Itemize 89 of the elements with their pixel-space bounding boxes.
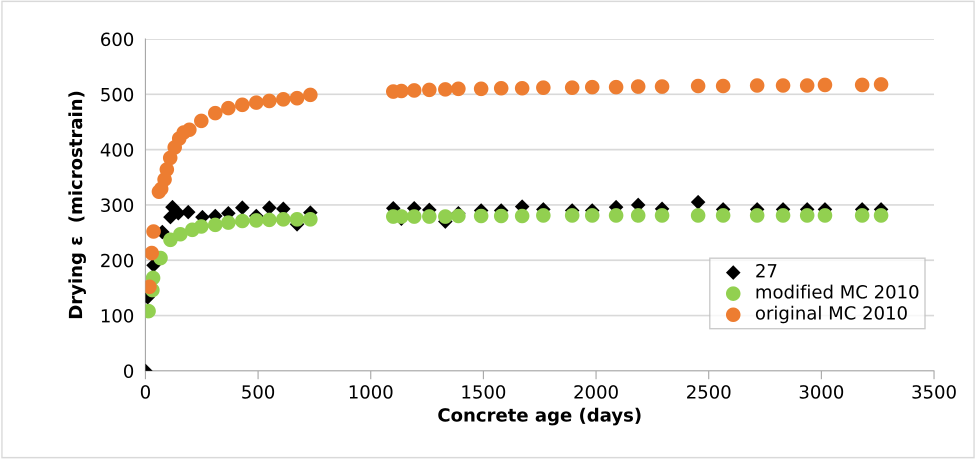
point xyxy=(221,215,236,230)
point xyxy=(145,246,160,260)
point xyxy=(262,212,277,228)
point xyxy=(690,194,706,210)
point xyxy=(654,79,670,94)
point xyxy=(422,209,437,224)
point xyxy=(874,77,888,92)
point xyxy=(874,208,888,223)
point xyxy=(716,78,730,94)
point xyxy=(800,208,814,223)
point xyxy=(182,122,197,138)
x-tick-label: 3500 xyxy=(912,385,956,399)
point xyxy=(248,95,264,110)
x-tick-label: 1000 xyxy=(350,385,393,399)
x-tick-label: 1500 xyxy=(462,385,506,399)
point xyxy=(290,90,304,106)
point xyxy=(221,100,236,116)
point xyxy=(514,208,530,224)
point xyxy=(776,208,790,223)
point xyxy=(180,204,196,220)
point xyxy=(406,83,422,98)
point xyxy=(630,208,646,223)
point xyxy=(584,208,600,223)
point xyxy=(750,78,764,93)
point xyxy=(474,82,488,96)
point xyxy=(818,208,832,223)
point xyxy=(630,79,646,94)
point xyxy=(451,208,466,224)
point xyxy=(303,212,318,227)
point xyxy=(608,80,624,94)
point xyxy=(194,114,209,128)
point xyxy=(608,208,624,223)
y-tick-label: 300 xyxy=(101,198,134,212)
y-tick-label: 100 xyxy=(102,309,134,323)
x-tick-label: 2500 xyxy=(687,385,730,399)
legend-label: modified MC 2010 xyxy=(756,284,918,299)
point xyxy=(235,98,250,112)
point xyxy=(422,82,437,98)
legend-label: original MC 2010 xyxy=(756,306,907,324)
point xyxy=(276,212,291,227)
point xyxy=(146,224,161,239)
point xyxy=(536,208,551,223)
y-tick-label: 500 xyxy=(101,88,134,102)
y-tick-label: 600 xyxy=(101,32,134,46)
point xyxy=(262,200,277,215)
point xyxy=(451,82,466,96)
y-tick-label: 400 xyxy=(100,143,134,157)
point xyxy=(235,214,250,228)
point xyxy=(262,94,277,108)
point xyxy=(160,162,174,177)
point xyxy=(750,208,764,223)
point xyxy=(494,80,508,96)
point xyxy=(406,209,422,224)
x-tick-label: 0 xyxy=(140,385,150,399)
point xyxy=(854,78,870,92)
point xyxy=(690,208,706,223)
point xyxy=(564,80,580,95)
point xyxy=(235,200,250,215)
point xyxy=(690,78,706,94)
x-tick-label: 3000 xyxy=(800,385,844,399)
point xyxy=(800,78,814,93)
point xyxy=(290,212,304,227)
point xyxy=(248,213,264,228)
legend-label: 27 xyxy=(756,264,776,278)
point xyxy=(208,218,223,232)
point xyxy=(438,82,453,97)
point xyxy=(564,208,580,223)
point xyxy=(474,208,488,224)
y-axis-title: Drying ε (microstrain) xyxy=(68,92,86,318)
y-tick-label: 0 xyxy=(124,364,134,378)
x-axis-title: Concrete age (days) xyxy=(438,408,641,426)
point xyxy=(536,80,551,95)
point xyxy=(494,208,508,224)
point xyxy=(716,208,730,223)
x-tick-label: 500 xyxy=(242,385,274,399)
point xyxy=(276,92,291,107)
point xyxy=(194,219,209,234)
point xyxy=(514,80,530,96)
point xyxy=(173,226,188,242)
x-tick-label: 2000 xyxy=(574,385,618,399)
point xyxy=(303,88,318,102)
point xyxy=(654,208,670,223)
y-tick-label: 200 xyxy=(101,254,134,268)
point xyxy=(584,80,600,94)
point xyxy=(438,209,453,224)
point xyxy=(208,106,223,120)
point xyxy=(818,78,832,92)
point xyxy=(776,78,790,93)
point xyxy=(854,208,870,223)
